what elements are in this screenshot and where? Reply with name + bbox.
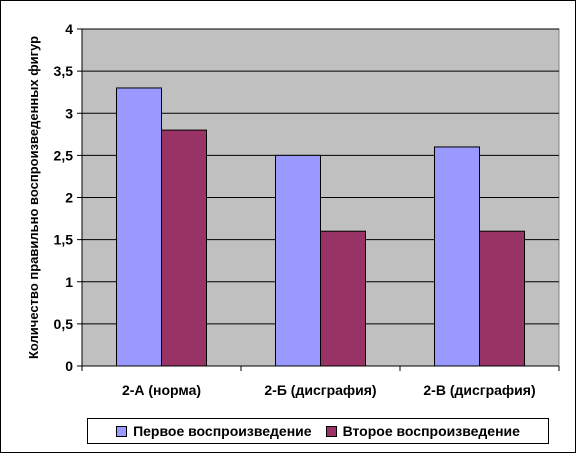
legend-label-second: Второе воспроизведение [342,423,520,439]
bar-second-0 [161,129,207,367]
bar-first-2 [434,146,480,367]
x-tick-label: 2-А (норма) [122,382,201,398]
y-tick-label: 4 [65,21,73,37]
y-tick-label: 0 [65,358,73,374]
bar-second-1 [320,230,366,367]
legend: Первое воспроизведение Второе воспроизве… [87,418,549,444]
legend-swatch-first [116,425,128,437]
y-tick-label: 1,5 [54,232,74,248]
x-tick-label: 2-Б (дисграфия) [264,382,376,398]
axes [77,28,560,371]
legend-swatch-second [325,425,337,437]
y-axis-title: Количество правильно воспроизведенных фи… [26,36,41,359]
legend-label-first: Первое воспроизведение [133,423,312,439]
bar-first-0 [116,87,162,367]
y-tick-label: 0,5 [54,316,74,332]
x-tick-label: 2-В (дисграфия) [423,382,535,398]
y-tick-label: 3 [65,105,73,121]
y-tick-labels: 0 0,5 1 1,5 2 2,5 3 3,5 4 [54,21,74,374]
bars [116,87,525,367]
bar-first-1 [275,154,321,367]
y-tick-label: 1 [65,274,73,290]
y-tick-label: 2,5 [54,147,74,163]
legend-item-first: Первое воспроизведение [116,423,312,439]
y-tick-label: 3,5 [54,63,74,79]
bar-second-2 [479,230,525,367]
x-tick-labels: 2-А (норма) 2-Б (дисграфия) 2-В (дисграфия… [122,382,536,398]
y-tick-label: 2 [65,190,73,206]
legend-item-second: Второе воспроизведение [325,423,520,439]
